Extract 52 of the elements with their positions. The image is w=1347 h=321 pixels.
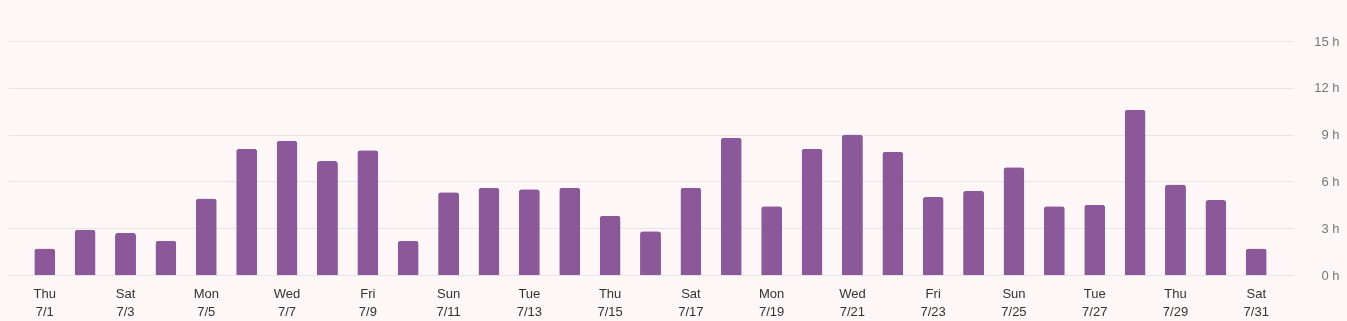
bar: [195, 198, 217, 275]
x-tick-label: Sun 7/11: [436, 285, 461, 319]
y-tick-label: 0 h: [1321, 267, 1340, 283]
bar: [518, 189, 540, 275]
x-tick-label: Fri 7/23: [920, 285, 946, 319]
bar: [236, 148, 258, 275]
bar: [922, 197, 944, 275]
bar: [1043, 206, 1065, 275]
x-tick-label: Mon 7/19: [758, 285, 785, 319]
bar: [761, 206, 783, 275]
y-tick-label: 3 h: [1321, 220, 1340, 236]
bar: [1165, 184, 1186, 275]
bar: [963, 190, 985, 275]
y-tick-label: 12 h: [1314, 80, 1340, 96]
y-tick-label: 9 h: [1321, 127, 1340, 143]
bar: [115, 232, 136, 275]
x-tick-label: Sat 7/3: [115, 285, 136, 319]
bar: [74, 229, 96, 275]
bar: [841, 134, 863, 275]
x-tick-label: Wed 7/7: [273, 285, 301, 319]
bar: [680, 187, 702, 275]
bar: [1003, 167, 1025, 275]
y-tick-label: 6 h: [1321, 173, 1340, 189]
x-tick-label: Tue 7/13: [516, 285, 543, 319]
bar: [720, 137, 742, 275]
bar: [801, 148, 823, 275]
x-tick-label: Thu 7/1: [33, 285, 56, 319]
x-tick-label: Sat 7/17: [678, 285, 704, 319]
bar: [599, 215, 621, 275]
bar: [1124, 109, 1146, 275]
bar: [397, 240, 419, 275]
bar: [1245, 248, 1267, 275]
x-tick-label: Thu 7/29: [1162, 285, 1189, 319]
bar: [155, 240, 177, 275]
bar: [438, 192, 460, 275]
bar: [34, 248, 56, 275]
x-tick-label: Mon 7/5: [193, 285, 219, 319]
bar: [357, 150, 379, 275]
x-tick-label: Sun 7/25: [1001, 285, 1027, 319]
bar: [882, 151, 904, 275]
y-tick-label: 15 h: [1314, 33, 1340, 49]
bar: [559, 187, 581, 275]
x-tick-label: Tue 7/27: [1082, 285, 1108, 319]
bar: [1205, 200, 1227, 275]
x-tick-label: Sat 7/31: [1243, 285, 1269, 319]
bar: [316, 161, 338, 275]
x-tick-label: Fri 7/9: [358, 285, 377, 319]
bar: [1084, 204, 1106, 275]
x-tick-label: Wed 7/21: [839, 285, 866, 319]
x-tick-label: Thu 7/15: [597, 285, 623, 319]
bar: [478, 187, 500, 275]
bar: [276, 140, 298, 275]
